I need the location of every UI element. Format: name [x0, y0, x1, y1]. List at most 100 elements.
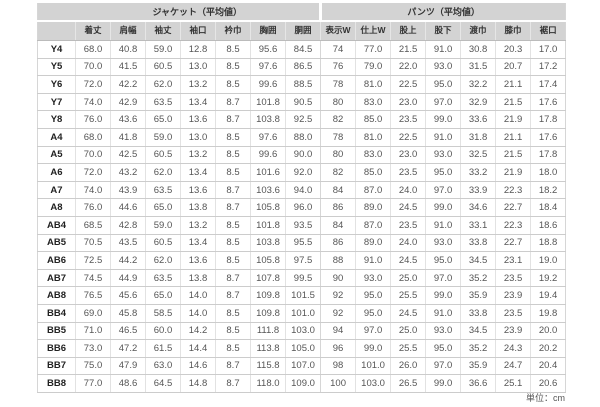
measurement-cell: 23.5	[495, 304, 531, 323]
measurement-cell: 22.3	[495, 216, 531, 235]
measurement-cell: 24.0	[390, 181, 426, 200]
measurement-cell: 101.8	[250, 93, 286, 112]
measurement-cell: 61.5	[145, 339, 181, 358]
measurement-cell: 68.0	[75, 128, 111, 147]
measurement-cell: 70.5	[75, 234, 111, 253]
table-row: BB7 75.0 47.9 63.0 14.6 8.7 115.8 107.0 98 101.0 2…	[37, 357, 566, 376]
measurement-cell: 14.0	[180, 286, 216, 305]
measurement-cell: 97.6	[250, 128, 286, 147]
measurement-cell: 13.6	[180, 251, 216, 270]
measurement-cell: 90.0	[284, 146, 321, 165]
measurement-cell: 76.0	[75, 198, 111, 217]
measurement-cell: 97.6	[250, 58, 286, 77]
measurement-cell: 32.5	[460, 146, 496, 165]
measurement-cell: 8.7	[215, 374, 251, 393]
measurement-cell: 69.0	[75, 304, 111, 323]
measurement-cell: 34.5	[460, 251, 496, 270]
measurement-cell: 95.0	[425, 163, 461, 182]
measurement-cell: 81.0	[355, 75, 391, 94]
measurement-cell: 23.0	[390, 146, 426, 165]
measurement-cell: 105.8	[250, 198, 286, 217]
measurement-cell: 94	[320, 322, 356, 341]
measurement-cell: 48.6	[110, 374, 146, 393]
measurement-cell: 84.5	[284, 40, 321, 59]
table-row: A4 68.0 41.8 59.0 13.0 8.5 97.6 88.0 78 81.0 22.5 9…	[37, 128, 566, 147]
measurement-cell: 86	[320, 198, 356, 217]
size-label: Y4	[37, 40, 76, 59]
measurement-cell: 103.0	[284, 322, 321, 341]
measurement-cell: 33.8	[460, 234, 496, 253]
column-header: 肩幅	[110, 21, 146, 41]
measurement-cell: 92.5	[284, 110, 321, 129]
measurement-cell: 64.5	[145, 374, 181, 393]
measurement-cell: 44.9	[110, 269, 146, 288]
column-header: 胸囲	[250, 21, 286, 41]
measurement-cell: 23.5	[495, 269, 531, 288]
measurement-cell: 95.0	[355, 286, 391, 305]
measurement-cell: 18.2	[530, 181, 566, 200]
measurement-cell: 24.5	[390, 304, 426, 323]
table-row: BB4 69.0 45.8 58.5 14.0 8.5 109.8 101.0 92 95.0 24…	[37, 304, 566, 323]
measurement-cell: 85.0	[355, 110, 391, 129]
size-label: AB8	[37, 286, 76, 305]
measurement-cell: 8.5	[215, 304, 251, 323]
measurement-cell: 95.5	[284, 234, 321, 253]
measurement-cell: 22.3	[495, 181, 531, 200]
measurement-cell: 14.6	[180, 357, 216, 376]
measurement-cell: 91.0	[425, 128, 461, 147]
measurement-cell: 34.6	[460, 198, 496, 217]
measurement-cell: 8.5	[215, 216, 251, 235]
measurement-cell: 101.8	[250, 216, 286, 235]
table-row: Y7 74.0 42.9 63.5 13.4 8.7 101.8 90.5 80 83.0 23.0…	[37, 93, 566, 112]
measurement-cell: 31.8	[460, 128, 496, 147]
measurement-cell: 26.5	[390, 374, 426, 393]
measurement-cell: 23.5	[390, 216, 426, 235]
size-label: A4	[37, 128, 76, 147]
measurement-cell: 18.6	[530, 216, 566, 235]
measurement-cell: 92	[320, 304, 356, 323]
size-label: AB4	[37, 216, 76, 235]
measurement-cell: 17.0	[530, 40, 566, 59]
measurement-cell: 74.0	[75, 93, 111, 112]
measurement-cell: 25.5	[390, 339, 426, 358]
measurement-cell: 111.8	[250, 322, 286, 341]
measurement-cell: 60.5	[145, 58, 181, 77]
measurement-cell: 63.5	[145, 181, 181, 200]
measurement-cell: 21.5	[495, 93, 531, 112]
measurement-cell: 93.0	[425, 58, 461, 77]
table-row: Y4 68.0 40.8 59.0 12.8 8.5 95.6 84.5 74 77.0 21.5 9…	[37, 40, 566, 59]
measurement-cell: 22.5	[390, 128, 426, 147]
table-row: BB5 71.0 46.5 60.0 14.2 8.5 111.8 103.0 94 97.0 25…	[37, 322, 566, 341]
size-label: BB8	[37, 374, 76, 393]
measurement-cell: 109.8	[250, 304, 286, 323]
measurement-cell: 12.8	[180, 40, 216, 59]
measurement-cell: 24.5	[390, 251, 426, 270]
measurement-cell: 95.6	[250, 40, 286, 59]
measurement-cell: 13.2	[180, 146, 216, 165]
measurement-cell: 93.0	[425, 234, 461, 253]
measurement-cell: 35.9	[460, 357, 496, 376]
size-label: A5	[37, 146, 76, 165]
measurement-cell: 8.5	[215, 40, 251, 59]
column-header: 着丈	[75, 21, 111, 41]
measurement-cell: 103.0	[355, 374, 391, 393]
measurement-cell: 8.7	[215, 198, 251, 217]
measurement-cell: 13.6	[180, 181, 216, 200]
measurement-cell: 99.0	[425, 198, 461, 217]
measurement-cell: 82	[320, 110, 356, 129]
jacket-group-header: ジャケット（平均値）	[75, 3, 321, 22]
measurement-cell: 77.0	[75, 374, 111, 393]
measurement-cell: 8.7	[215, 269, 251, 288]
measurement-cell: 63.5	[145, 93, 181, 112]
measurement-cell: 23.0	[390, 93, 426, 112]
measurement-cell: 68.0	[75, 40, 111, 59]
column-header: 裾口	[530, 21, 566, 41]
measurement-cell: 21.9	[495, 163, 531, 182]
measurement-cell: 13.2	[180, 75, 216, 94]
measurement-cell: 45.6	[110, 286, 146, 305]
measurement-cell: 115.8	[250, 357, 286, 376]
size-column-header	[37, 21, 76, 41]
measurement-cell: 13.4	[180, 163, 216, 182]
measurement-cell: 77.0	[355, 40, 391, 59]
